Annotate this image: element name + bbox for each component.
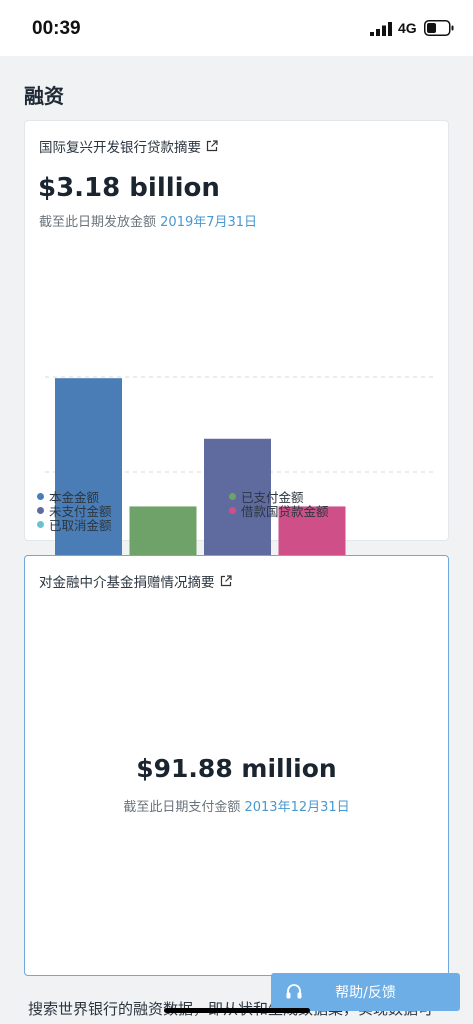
network-type: 4G — [398, 20, 417, 36]
fif-card-header[interactable]: 对金融中介基金捐赠情况摘要 — [39, 571, 232, 591]
ibrd-card-title[interactable]: 国际复兴开发银行贷款摘要 — [39, 140, 201, 156]
section-title: 融资 — [24, 84, 64, 108]
external-link-icon[interactable] — [220, 575, 232, 587]
chart-bar-3[interactable] — [204, 438, 271, 567]
ibrd-amount: $3.18 billion — [38, 173, 220, 203]
legend-item[interactable]: 借款国贷款金额 — [229, 501, 329, 520]
legend-dot-icon — [37, 507, 44, 514]
signal-icon — [370, 22, 392, 36]
headset-icon — [286, 984, 302, 999]
ibrd-summary-card: 国际复兴开发银行贷款摘要 $3.18 billion 截至此日期发放金额 201… — [24, 120, 449, 568]
fif-card-title[interactable]: 对金融中介基金捐赠情况摘要 — [39, 575, 215, 591]
help-feedback-label[interactable]: 帮助/反馈 — [335, 985, 396, 1001]
legend-item[interactable]: 未支付金额 — [37, 501, 112, 520]
legend-label: 未支付金额 — [49, 504, 112, 519]
fif-asof-date: 2013年12月31日 — [244, 800, 350, 815]
legend-dot-icon — [37, 493, 44, 500]
external-link-icon[interactable] — [206, 140, 218, 152]
legend-item[interactable]: 已支付金额 — [229, 487, 304, 506]
fif-asof: 截至此日期支付金额 2013年12月31日 — [25, 796, 448, 815]
ibrd-asof-date: 2019年7月31日 — [160, 215, 258, 230]
ibrd-asof-label: 截至此日期发放金额 — [39, 215, 157, 230]
home-indicator — [164, 1008, 310, 1013]
legend-item[interactable]: 本金金额 — [37, 487, 99, 506]
help-feedback-button[interactable]: 帮助/反馈 — [271, 973, 460, 1011]
status-bar: 00:39 4G — [0, 0, 473, 56]
battery-icon — [424, 20, 454, 36]
chart-bar-1[interactable] — [55, 378, 122, 567]
ibrd-asof: 截至此日期发放金额 2019年7月31日 — [39, 211, 257, 230]
legend-dot-icon — [229, 493, 236, 500]
fif-summary-card: 对金融中介基金捐赠情况摘要 $91.88 million 截至此日期支付金额 2… — [24, 555, 449, 976]
legend-dot-icon — [37, 521, 44, 528]
legend-dot-icon — [229, 507, 236, 514]
legend-label: 已支付金额 — [241, 490, 304, 505]
ibrd-card-header[interactable]: 国际复兴开发银行贷款摘要 — [39, 136, 218, 156]
legend-label: 本金金额 — [49, 490, 100, 505]
legend-label: 借款国贷款金额 — [241, 504, 329, 519]
legend-label: 已取消金额 — [49, 518, 112, 533]
legend-item[interactable]: 已取消金额 — [37, 515, 112, 534]
fif-amount: $91.88 million — [136, 754, 337, 783]
status-time: 00:39 — [32, 18, 81, 39]
fif-asof-label: 截至此日期支付金额 — [123, 800, 241, 815]
